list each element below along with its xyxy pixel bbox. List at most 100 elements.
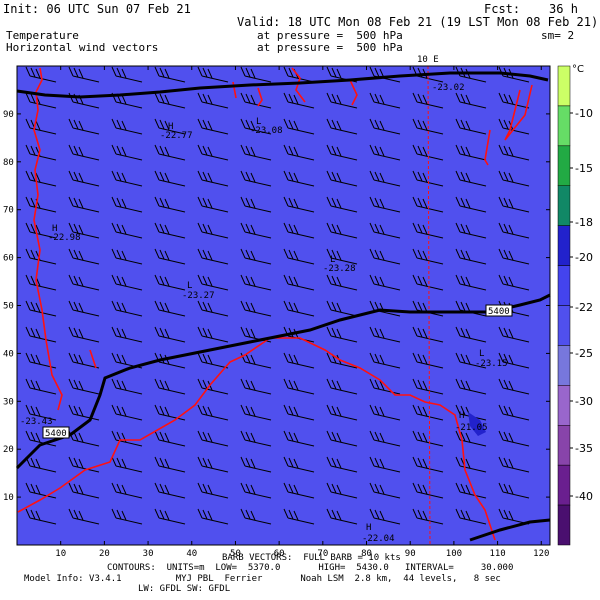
hl-symbol: L [330, 255, 335, 265]
colorbar-label: -10 [575, 107, 593, 120]
wind-barb [25, 404, 57, 421]
wind-barb [283, 508, 315, 525]
hl-value: -21.05 [455, 423, 488, 433]
wind-barb [283, 274, 315, 291]
wind-barb [111, 66, 143, 83]
y-tick-label: 90 [3, 110, 14, 120]
wind-barb [369, 352, 401, 369]
wind-barb [283, 196, 315, 213]
wind-barb [197, 300, 229, 317]
colorbar-label: -20 [575, 251, 593, 264]
x-tick-label: 30 [143, 549, 154, 559]
high-low-markers: H-22.77 L-23.08 H-22.98 L-23.28 L-23.27 … [20, 83, 508, 544]
wind-barb [498, 326, 530, 343]
wind-barb [154, 456, 186, 473]
wind-barb [68, 326, 100, 343]
wind-barb [154, 248, 186, 265]
colorbar-swatch [557, 105, 571, 147]
wind-barb [283, 170, 315, 187]
wind-barb [68, 196, 100, 213]
hl-value: -22.77 [160, 131, 193, 141]
wind-barb [412, 352, 444, 369]
wind-barb [498, 248, 530, 265]
hl-symbol: L [479, 349, 484, 359]
x-tick-label: 90 [405, 549, 416, 559]
wind-barb [154, 144, 186, 161]
wind-barb [412, 118, 444, 135]
wind-barb [240, 66, 272, 83]
wind-barb [326, 144, 358, 161]
wind-barb [283, 92, 315, 109]
wind-barb [498, 196, 530, 213]
coastline [17, 67, 533, 541]
y-tick-label: 70 [3, 206, 14, 216]
wind-barb [369, 118, 401, 135]
wind-barb [240, 482, 272, 499]
wind-barb [369, 248, 401, 265]
hl-symbol: H [459, 411, 464, 421]
wind-barb [498, 118, 530, 135]
wind-barb [240, 456, 272, 473]
wind-barb-field [25, 66, 530, 525]
wind-barb [154, 196, 186, 213]
wind-barb [369, 456, 401, 473]
wind-barb [154, 430, 186, 447]
wind-barb [111, 326, 143, 343]
wind-barb [498, 430, 530, 447]
wind-barb [455, 352, 487, 369]
contour-info: CONTOURS: UNITS=m LOW= 5370.0 HIGH= 5430… [107, 563, 514, 573]
wind-barb [326, 248, 358, 265]
wind-barb [283, 118, 315, 135]
wind-barb [240, 170, 272, 187]
colorbar-label: -25 [575, 347, 593, 360]
colorbar-label: -22 [575, 301, 593, 314]
colorbar-unit: °C [572, 64, 584, 75]
wind-barb [197, 430, 229, 447]
wind-barb [154, 404, 186, 421]
wind-barb [369, 144, 401, 161]
wind-barb [455, 430, 487, 447]
y-tick-label: 30 [3, 397, 14, 407]
wind-barb [111, 456, 143, 473]
hl-value: -23.02 [432, 83, 465, 93]
hl-symbol: L [187, 281, 192, 291]
wind-barb [240, 352, 272, 369]
wind-barb [412, 248, 444, 265]
wind-barb [412, 326, 444, 343]
wind-barb [498, 378, 530, 395]
wind-barb [412, 456, 444, 473]
wind-barb [369, 378, 401, 395]
cold-pool [468, 412, 486, 436]
init-time: Init: 06 UTC Sun 07 Feb 21 [3, 2, 191, 16]
wind-barb [68, 66, 100, 83]
wind-barb [68, 404, 100, 421]
wind-barb [154, 482, 186, 499]
colorbar-swatch [557, 65, 571, 107]
colorbar-swatch [557, 225, 571, 266]
contour-label-5400-east: 5400 [488, 307, 510, 317]
wind-barb [326, 430, 358, 447]
wind-barb [240, 222, 272, 239]
wind-barb [369, 326, 401, 343]
wind-barb [25, 326, 57, 343]
colorbar-swatch [557, 464, 571, 506]
wind-barb [68, 274, 100, 291]
colorbar-swatch [557, 425, 571, 466]
valid-time: Valid: 18 UTC Mon 08 Feb 21 (19 LST Mon … [237, 15, 599, 29]
wind-barb [197, 196, 229, 213]
wind-barb [455, 248, 487, 265]
wind-barb [240, 196, 272, 213]
wind-barb [111, 222, 143, 239]
hl-value: -23.28 [323, 264, 356, 274]
hl-symbol: H [168, 122, 173, 132]
wind-barb [197, 404, 229, 421]
x-tick-label: 120 [533, 549, 549, 559]
wind-barb [197, 248, 229, 265]
wind-barb [412, 144, 444, 161]
x-tick-label: 20 [99, 549, 110, 559]
wind-barb [68, 300, 100, 317]
wind-barb [412, 274, 444, 291]
wind-barb [455, 326, 487, 343]
wind-barb [283, 456, 315, 473]
wind-barb [498, 352, 530, 369]
